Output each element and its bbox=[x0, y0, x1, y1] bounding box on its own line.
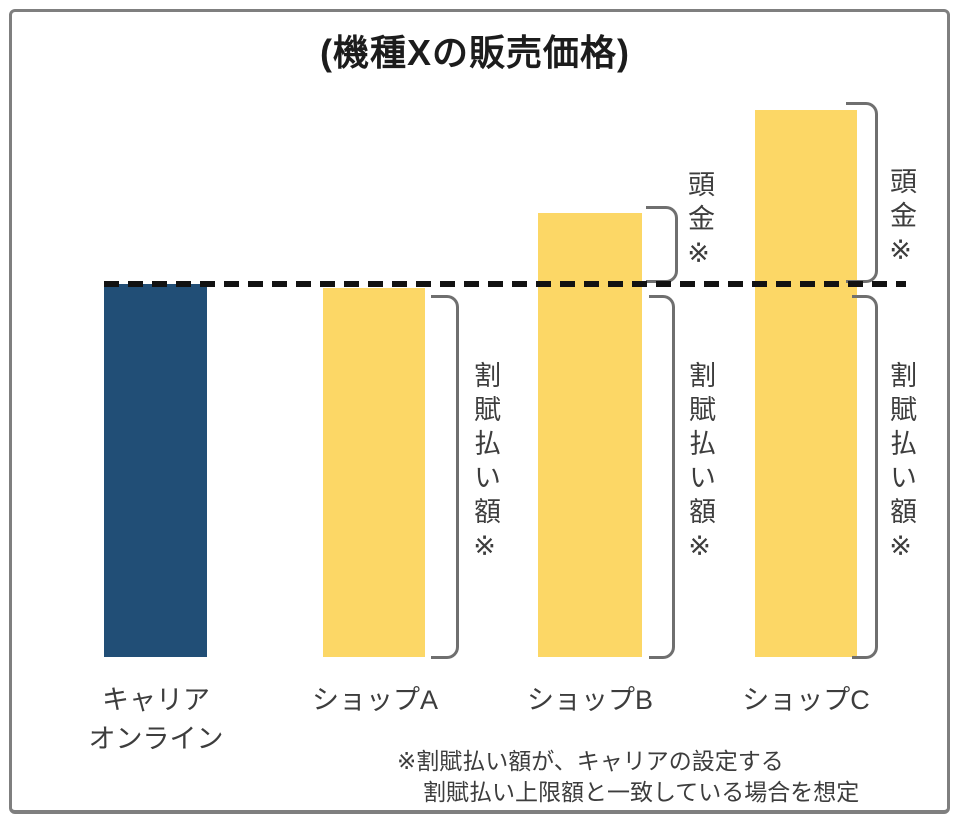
label-downpayment-shop-c: 頭金※ bbox=[886, 167, 916, 273]
bar-shop-c bbox=[755, 110, 857, 657]
bracket-installment-shop-a bbox=[431, 295, 459, 659]
label-installment-shop-a: 割賦払い額※ bbox=[470, 361, 500, 569]
label-downpayment-shop-b: 頭金※ bbox=[684, 170, 714, 276]
footnote: ※割賦払い額が、キャリアの設定する 割賦払い上限額と一致している場合を想定 bbox=[397, 746, 859, 809]
bracket-installment-shop-b bbox=[649, 295, 675, 659]
reference-dashed-line bbox=[104, 281, 906, 287]
bar-carrier-online bbox=[104, 284, 207, 657]
category-label-shop-b: ショップB bbox=[526, 685, 653, 715]
bracket-downpayment-shop-c bbox=[846, 102, 878, 283]
category-label-carrier-line1: キャリア bbox=[102, 685, 210, 715]
label-installment-shop-b: 割賦払い額※ bbox=[685, 361, 715, 569]
category-label-shop-c: ショップC bbox=[742, 685, 870, 715]
bar-shop-b bbox=[538, 213, 642, 657]
bracket-downpayment-shop-b bbox=[646, 206, 678, 283]
category-label-carrier-line2: オンライン bbox=[88, 724, 224, 755]
chart-title: (機種Xの販売価格) bbox=[320, 32, 630, 73]
bracket-installment-shop-c bbox=[852, 295, 878, 659]
label-installment-shop-c: 割賦払い額※ bbox=[886, 361, 916, 569]
footnote-line2: 割賦払い上限額と一致している場合を想定 bbox=[423, 779, 860, 806]
chart-frame-border bbox=[9, 9, 950, 814]
category-label-shop-a: ショップA bbox=[311, 685, 438, 715]
category-label-carrier-online: キャリア オンライン bbox=[46, 681, 266, 759]
footnote-line1: ※割賦払い額が、キャリアの設定する bbox=[397, 748, 784, 774]
bar-shop-a bbox=[323, 288, 425, 657]
